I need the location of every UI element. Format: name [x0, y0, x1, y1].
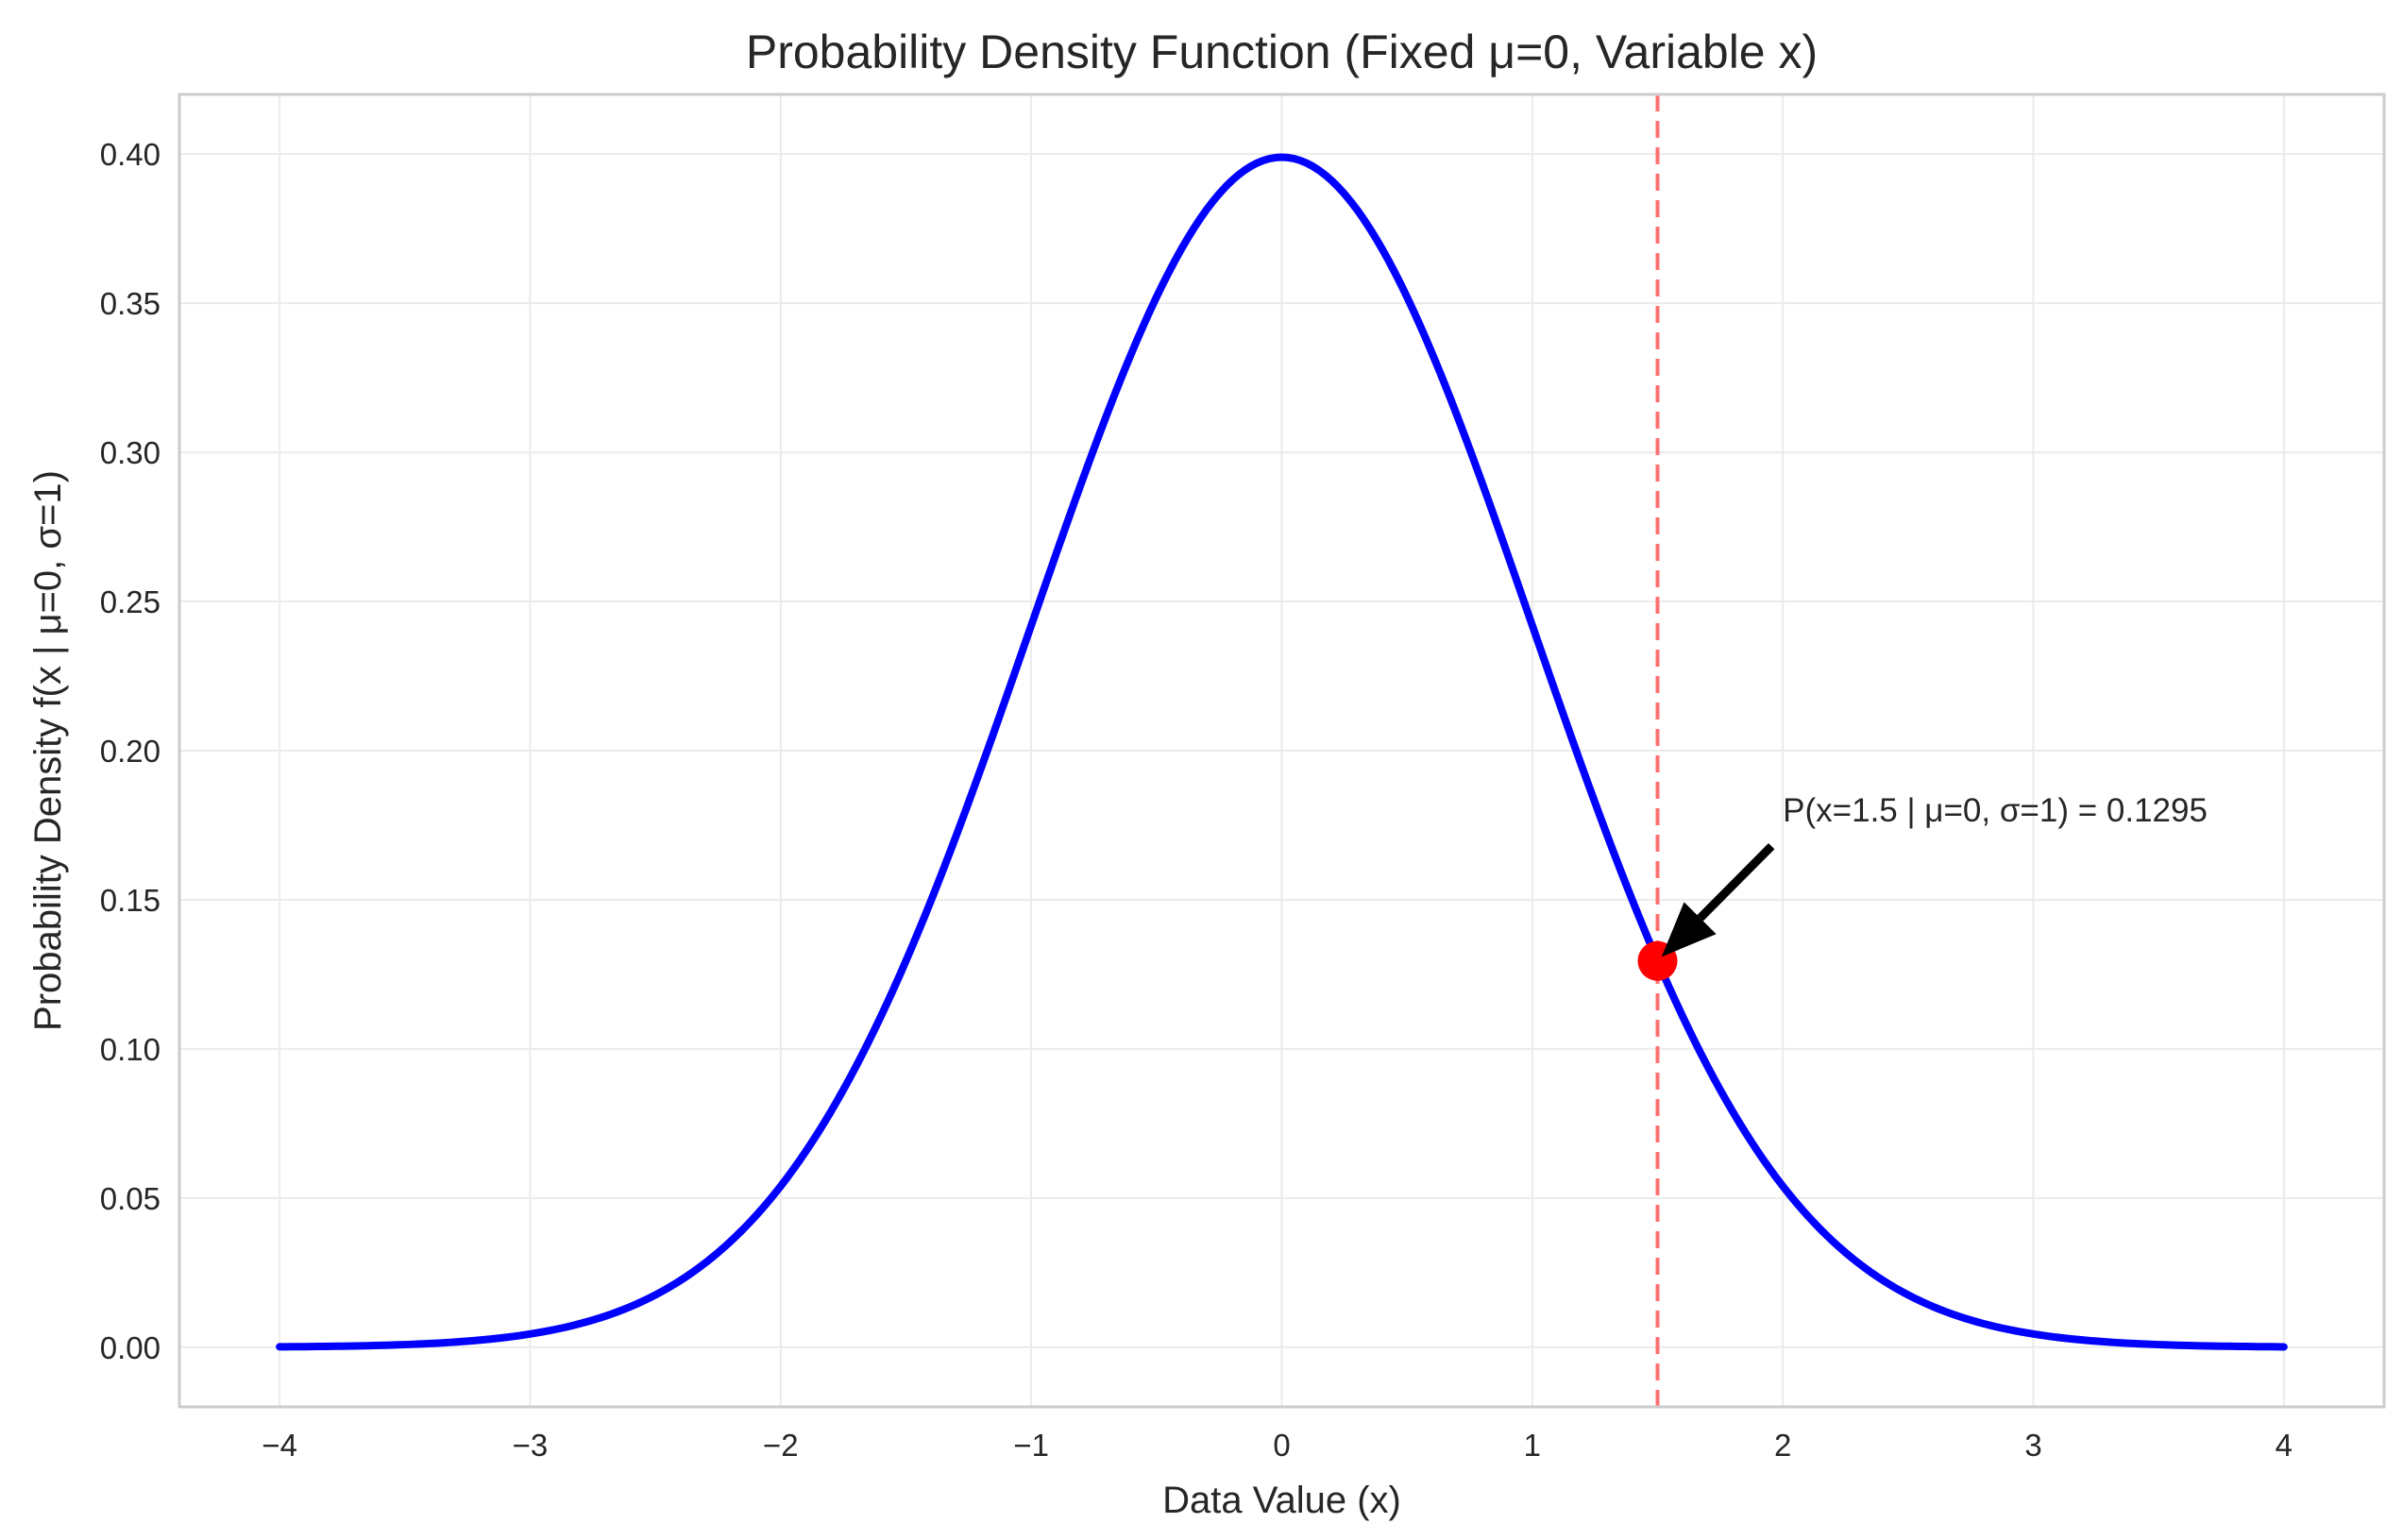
x-tick-label: 4 — [2276, 1428, 2293, 1463]
x-tick-label: 2 — [1774, 1428, 1791, 1463]
x-tick-label: −4 — [262, 1428, 297, 1463]
x-tick-label: −2 — [763, 1428, 799, 1463]
y-tick-label: 0.00 — [100, 1330, 161, 1365]
chart-title: Probability Density Function (Fixed μ=0,… — [746, 25, 1818, 78]
y-tick-label: 0.35 — [100, 286, 161, 321]
x-axis-ticks: −4 −3 −2 −1 0 1 2 3 4 — [262, 1428, 2293, 1463]
y-tick-label: 0.05 — [100, 1181, 161, 1216]
annotation-text: P(x=1.5 | μ=0, σ=1) = 0.1295 — [1783, 792, 2208, 829]
y-tick-label: 0.40 — [100, 137, 161, 172]
series-layer — [276, 153, 2288, 1351]
x-tick-label: 1 — [1524, 1428, 1541, 1463]
x-tick-label: −1 — [1013, 1428, 1049, 1463]
y-tick-label: 0.30 — [100, 435, 161, 470]
y-tick-label: 0.25 — [100, 584, 161, 619]
y-tick-label: 0.15 — [100, 883, 161, 918]
y-tick-label: 0.10 — [100, 1032, 161, 1067]
y-axis-label: Probability Density f(x | μ=0, σ=1) — [27, 470, 69, 1031]
pdf-curve — [276, 153, 2288, 1351]
annotation-arrow-head — [1661, 902, 1717, 957]
y-tick-label: 0.20 — [100, 734, 161, 769]
x-tick-label: 0 — [1273, 1428, 1290, 1463]
annotation-arrow-shaft — [1697, 843, 1775, 922]
annotation-layer: P(x=1.5 | μ=0, σ=1) = 0.1295 — [1661, 792, 2208, 957]
x-tick-label: −3 — [513, 1428, 549, 1463]
y-axis-ticks: 0.00 0.05 0.10 0.15 0.20 0.25 0.30 0.35 0.40 — [100, 137, 161, 1365]
plot-frame — [178, 93, 2386, 1409]
x-tick-label: 3 — [2024, 1428, 2041, 1463]
x-axis-label: Data Value (x) — [1162, 1480, 1401, 1521]
